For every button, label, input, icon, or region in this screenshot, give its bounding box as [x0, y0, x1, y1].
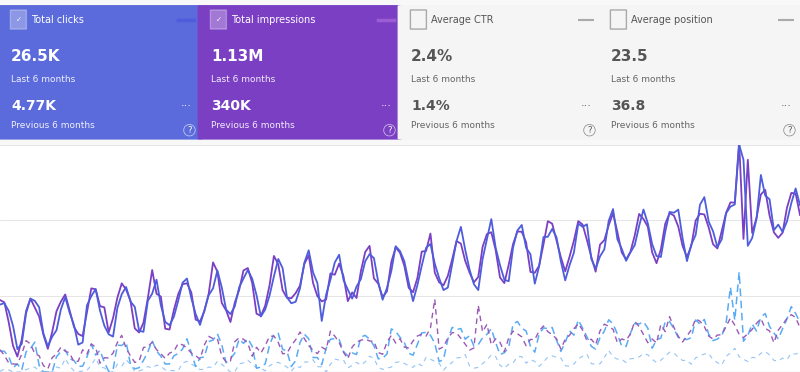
- Text: Last 6 months: Last 6 months: [11, 75, 75, 84]
- FancyBboxPatch shape: [198, 5, 402, 140]
- Text: Last 6 months: Last 6 months: [211, 75, 275, 84]
- Text: Previous 6 months: Previous 6 months: [611, 121, 695, 130]
- Text: Previous 6 months: Previous 6 months: [211, 121, 295, 130]
- Text: 1.4%: 1.4%: [411, 99, 450, 113]
- Text: ✓: ✓: [215, 16, 222, 23]
- Text: ✓: ✓: [15, 16, 22, 23]
- Text: 23.5: 23.5: [611, 49, 649, 64]
- FancyBboxPatch shape: [210, 10, 226, 29]
- Text: ?: ?: [587, 126, 592, 135]
- Text: 36.8: 36.8: [611, 99, 646, 113]
- Text: Average position: Average position: [631, 15, 713, 25]
- Text: 2.4%: 2.4%: [411, 49, 454, 64]
- Text: ?: ?: [187, 126, 192, 135]
- Text: Last 6 months: Last 6 months: [611, 75, 675, 84]
- FancyBboxPatch shape: [0, 5, 202, 140]
- Text: 340K: 340K: [211, 99, 251, 113]
- Text: Average CTR: Average CTR: [431, 15, 494, 25]
- Text: 4.77K: 4.77K: [11, 99, 56, 113]
- Text: 1.13M: 1.13M: [211, 49, 263, 64]
- FancyBboxPatch shape: [398, 5, 602, 140]
- Text: ···: ···: [181, 100, 192, 110]
- Text: ···: ···: [581, 100, 592, 110]
- Text: Total clicks: Total clicks: [31, 15, 84, 25]
- Text: Total impressions: Total impressions: [231, 15, 315, 25]
- FancyBboxPatch shape: [598, 5, 800, 140]
- Text: 26.5K: 26.5K: [11, 49, 61, 64]
- Text: ?: ?: [787, 126, 792, 135]
- Text: Last 6 months: Last 6 months: [411, 75, 475, 84]
- Text: Previous 6 months: Previous 6 months: [411, 121, 495, 130]
- Text: ···: ···: [381, 100, 392, 110]
- FancyBboxPatch shape: [10, 10, 26, 29]
- Text: ···: ···: [781, 100, 792, 110]
- Text: Previous 6 months: Previous 6 months: [11, 121, 95, 130]
- Text: ?: ?: [387, 126, 392, 135]
